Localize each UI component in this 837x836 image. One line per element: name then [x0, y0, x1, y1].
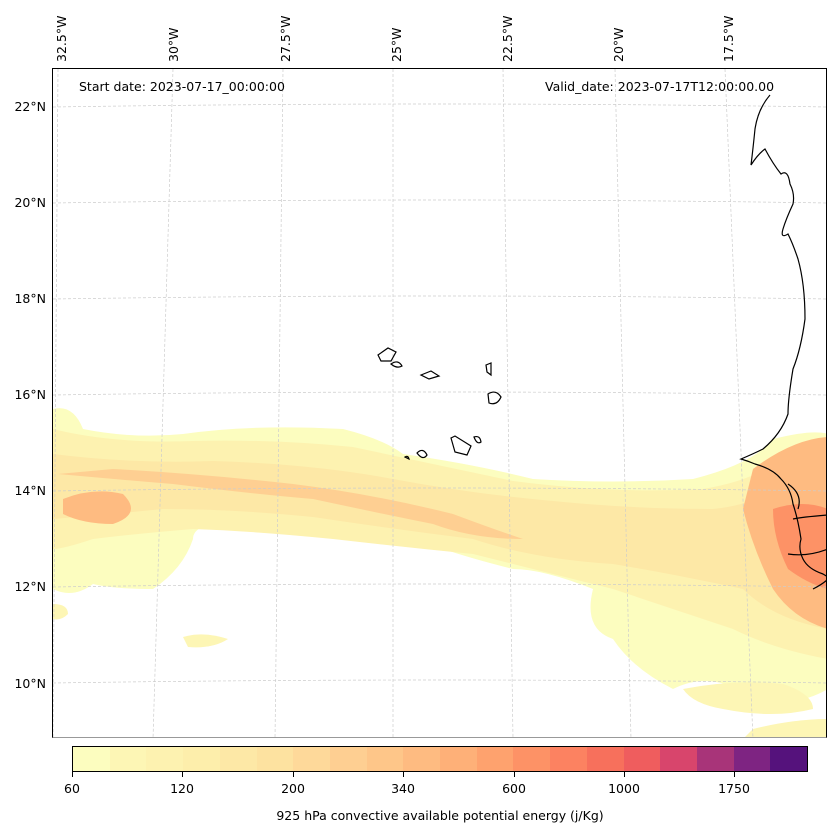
island-boa-vista: [487, 391, 502, 405]
colorbar-segment: [660, 747, 697, 771]
start-date: Start date: 2023-07-17_00:00:00: [79, 79, 285, 94]
island-maio: [473, 435, 482, 444]
colorbar-segment: [696, 747, 734, 771]
lat-label: 12°N: [14, 579, 46, 594]
coastline-mainland: [739, 94, 826, 577]
colorbar-tick: [403, 772, 404, 777]
cape-contour-160: [53, 454, 826, 629]
colorbar-tick: [72, 772, 73, 777]
cape-contour-80: [745, 719, 826, 737]
lat-label: 14°N: [14, 483, 46, 498]
colorbar-segment: [733, 747, 771, 771]
island-santiago: [450, 435, 472, 456]
colorbar-tick-label: 200: [281, 781, 305, 796]
island-sao-vicente: [390, 361, 403, 368]
parallel: [53, 199, 826, 204]
colorbar-segment: [73, 747, 110, 771]
colorbar-segment: [183, 747, 220, 771]
lon-label: 25°W: [389, 27, 404, 62]
colorbar-segment: [623, 747, 661, 771]
colorbar-tick: [293, 772, 294, 777]
colorbar-tick: [624, 772, 625, 777]
cape-contour-80: [683, 682, 813, 714]
island-sal: [485, 362, 492, 377]
lat-label: 22°N: [14, 99, 46, 114]
cape-map: [53, 69, 826, 737]
coastline-casamance: [787, 549, 826, 556]
colorbar-tick-label: 120: [170, 781, 194, 796]
island-santo-antao: [377, 347, 397, 362]
meridian: [502, 69, 514, 737]
colorbar-tick: [734, 772, 735, 777]
colorbar-tick: [514, 772, 515, 777]
colorbar-title: 925 hPa convective available potential e…: [276, 808, 604, 823]
parallel: [53, 295, 826, 300]
lon-label: 20°W: [611, 27, 626, 62]
colorbar-segment: [586, 747, 624, 771]
lat-label: 20°N: [14, 195, 46, 210]
colorbar-segment: [329, 747, 367, 771]
colorbar-tick-label: 1750: [718, 781, 750, 796]
colorbar-segment: [550, 747, 587, 771]
colorbar-tick-label: 340: [391, 781, 415, 796]
meridian: [614, 69, 632, 737]
parallel: [53, 103, 826, 108]
meridian: [152, 69, 174, 737]
island-brava: [403, 455, 410, 461]
lon-label: 27.5°W: [278, 15, 293, 62]
colorbar-segment: [293, 747, 330, 771]
meridian: [53, 69, 59, 737]
parallel: [53, 679, 826, 684]
colorbar-tick-label: 1000: [608, 781, 640, 796]
coastline: [377, 94, 826, 590]
coastline-gambia-river: [792, 514, 826, 520]
island-sao-nicolau: [419, 370, 441, 380]
colorbar-tick-label: 60: [64, 781, 80, 796]
valid-date: Valid_date: 2023-07-17T12:00:00.00: [545, 79, 775, 94]
coastline-gambia: [787, 483, 800, 510]
colorbar-segment: [109, 747, 147, 771]
colorbar-segment: [440, 747, 477, 771]
cape-contour-80: [183, 634, 228, 648]
lat-label: 18°N: [14, 291, 46, 306]
lon-label: 32.5°W: [54, 15, 69, 62]
cape-contour-80: [53, 604, 68, 620]
colorbar-tick: [182, 772, 183, 777]
lon-label: 17.5°W: [721, 15, 736, 62]
colorbar-segment: [256, 747, 294, 771]
parallel: [53, 487, 826, 492]
colorbar-segment: [513, 747, 551, 771]
colorbar-segment: [366, 747, 404, 771]
lat-label: 10°N: [14, 676, 46, 691]
colorbar-segment: [403, 747, 441, 771]
lat-label: 16°N: [14, 387, 46, 402]
cape-contour-400: [63, 491, 131, 524]
lon-label: 30°W: [166, 27, 181, 62]
meridian: [274, 69, 284, 737]
meridian: [724, 69, 754, 737]
coastline-bissau: [812, 580, 826, 590]
island-fogo: [416, 449, 428, 459]
colorbar-tick-label: 600: [502, 781, 526, 796]
colorbar-segment: [146, 747, 184, 771]
colorbar: [72, 746, 808, 772]
lon-label: 22.5°W: [500, 15, 515, 62]
graticule: [53, 69, 826, 737]
parallel: [53, 391, 826, 396]
colorbar-segment: [476, 747, 514, 771]
parallel: [53, 583, 826, 588]
colorbar-segment: [219, 747, 257, 771]
cape-field: [53, 408, 826, 737]
cape-contour-260: [58, 469, 523, 539]
colorbar-segment: [770, 747, 808, 771]
map-panel: [52, 68, 827, 738]
